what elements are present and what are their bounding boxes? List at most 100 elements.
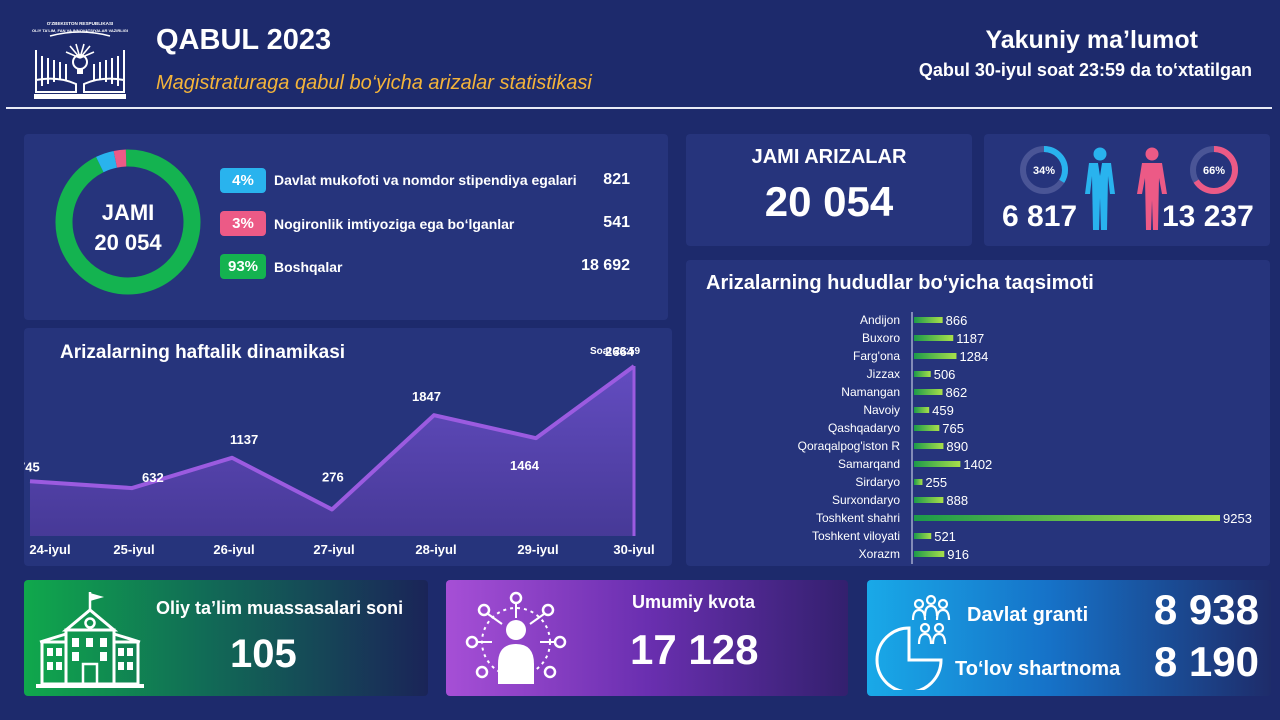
region-value: 866 xyxy=(946,313,968,328)
region-label: Navoiy xyxy=(863,403,900,417)
weekly-x-tick: 27-iyul xyxy=(313,542,354,557)
region-label: Samarqand xyxy=(838,457,900,471)
male-figure-icon xyxy=(1085,147,1115,230)
region-value: 506 xyxy=(934,367,956,382)
female-pct-ring: 66% xyxy=(1190,146,1238,194)
female-count: 13 237 xyxy=(1162,200,1254,233)
region-label: Buxoro xyxy=(862,331,900,345)
logo-line-1: O'ZBEKISTON RESPUBLIKASI xyxy=(47,21,114,26)
header-divider xyxy=(6,107,1272,109)
weekly-x-tick: 28-iyul xyxy=(415,542,456,557)
region-bar xyxy=(914,443,944,449)
donut-slice xyxy=(113,149,127,168)
weekly-data-label: 1847 xyxy=(412,389,441,404)
weekly-area-fill xyxy=(30,366,634,536)
category-pct-badge: 3% xyxy=(220,211,266,236)
region-label: Toshkent shahri xyxy=(816,511,900,525)
category-label: Davlat mukofoti va nomdor stipendiya ega… xyxy=(274,172,577,188)
region-bar xyxy=(914,479,923,485)
donut-center-label: JAMI xyxy=(101,200,155,225)
regions-card: Arizalarning hududlar bo‘yicha taqsimoti… xyxy=(686,260,1270,566)
donut-slice xyxy=(55,149,201,295)
region-value: 9253 xyxy=(1223,511,1252,526)
universities-label: Oliy ta’lim muassasalari soni xyxy=(156,598,404,618)
university-building-icon xyxy=(36,592,144,688)
region-value: 521 xyxy=(934,529,956,544)
weekly-data-label: 632 xyxy=(142,470,164,485)
weekly-chart-title: Arizalarning haftalik dinamikasi xyxy=(60,342,346,363)
universities-card: Oliy ta’lim muassasalari soni 105 xyxy=(24,580,428,696)
category-value: 18 692 xyxy=(581,257,630,274)
total-applications-card: JAMI ARIZALAR 20 054 xyxy=(686,134,972,246)
region-bar xyxy=(914,335,954,341)
weekly-x-tick: 26-iyul xyxy=(213,542,254,557)
region-label: Farg'ona xyxy=(853,349,900,363)
region-value: 765 xyxy=(942,421,964,436)
region-bar xyxy=(914,425,940,431)
region-label: Andijon xyxy=(860,313,900,327)
region-label: Qoraqalpog'iston R xyxy=(798,439,901,453)
weekly-data-label: 2664 xyxy=(605,344,635,359)
category-pct-badge: 93% xyxy=(220,254,266,279)
quota-label: Umumiy kvota xyxy=(632,592,756,612)
region-value: 890 xyxy=(946,439,968,454)
contract-label: To‘lov shartnoma xyxy=(955,658,1121,680)
female-figure-icon xyxy=(1137,147,1167,230)
total-label: JAMI ARIZALAR xyxy=(751,146,907,168)
quota-card: Umumiy kvota 17 128 xyxy=(446,580,848,696)
weekly-data-label: 1137 xyxy=(230,432,258,447)
people-pie-icon xyxy=(875,594,951,690)
region-value: 1187 xyxy=(956,331,984,346)
region-label: Jizzax xyxy=(867,367,900,381)
weekly-data-label: 1464 xyxy=(510,458,540,473)
male-pct: 34% xyxy=(1033,165,1055,177)
category-value: 541 xyxy=(603,214,630,231)
region-bar xyxy=(914,389,943,395)
grant-contract-card: Davlat granti 8 938 To‘lov shartnoma 8 1… xyxy=(867,580,1271,696)
region-label: Surxondaryo xyxy=(832,493,900,507)
male-count: 6 817 xyxy=(1002,200,1078,233)
category-donut-chart xyxy=(55,149,201,295)
region-value: 459 xyxy=(932,403,954,418)
category-label: Boshqalar xyxy=(274,259,343,275)
region-bar xyxy=(914,497,944,503)
weekly-series-line xyxy=(29,364,636,512)
regions-chart-title: Arizalarning hududlar bo‘yicha taqsimoti xyxy=(706,272,1094,294)
weekly-area-chart: 745 632 1137 276 1847 1464 2664 24-iyul 25-iyul 2… xyxy=(24,344,655,557)
gender-split-card: 34% 6 817 66% 13 237 xyxy=(984,134,1270,246)
status-title: Yakuniy ma’lumot xyxy=(985,26,1198,54)
region-value: 916 xyxy=(947,547,969,562)
region-label: Namangan xyxy=(841,385,900,399)
page-title: QABUL 2023 xyxy=(156,24,332,56)
region-bar xyxy=(914,533,932,539)
weekly-x-tick: 24-iyul xyxy=(29,542,70,557)
state-grant-label: Davlat granti xyxy=(967,604,1089,626)
region-bar xyxy=(914,353,957,359)
status-note: Qabul 30-iyul soat 23:59 da to‘xtatilgan xyxy=(918,60,1252,80)
female-pct: 66% xyxy=(1203,165,1225,177)
region-value: 1402 xyxy=(963,457,992,472)
region-label: Xorazm xyxy=(859,547,900,561)
weekly-data-label: 276 xyxy=(322,469,344,484)
quota-value: 17 128 xyxy=(630,626,759,673)
ministry-logo: O'ZBEKISTON RESPUBLIKASI OLIY TA'LIM, FA… xyxy=(32,21,128,99)
page-subtitle: Magistraturaga qabul bo‘yicha arizalar s… xyxy=(156,72,592,94)
region-value: 888 xyxy=(946,493,968,508)
region-value: 255 xyxy=(925,475,947,490)
region-bar xyxy=(914,461,961,467)
region-label: Toshkent viloyati xyxy=(812,529,900,543)
donut-center-value: 20 054 xyxy=(94,230,162,255)
weekly-chart-note: Soat 23:59 xyxy=(590,346,641,357)
people-network-icon xyxy=(465,591,567,684)
category-label: Nogironlik imtiyoziga ega bo‘lganlar xyxy=(274,216,515,232)
contract-value: 8 190 xyxy=(1153,638,1259,685)
universities-value: 105 xyxy=(230,632,297,676)
region-bar xyxy=(914,551,945,557)
region-label: Qashqadaryo xyxy=(828,421,900,435)
region-bar xyxy=(914,515,1220,521)
region-bar xyxy=(914,371,931,377)
category-breakdown-card: JAMI 20 054 4% Davlat mukofoti va nomdor… xyxy=(24,134,668,320)
category-pct-badge: 4% xyxy=(220,168,266,193)
weekly-x-tick: 25-iyul xyxy=(113,542,154,557)
category-value: 821 xyxy=(603,171,630,188)
